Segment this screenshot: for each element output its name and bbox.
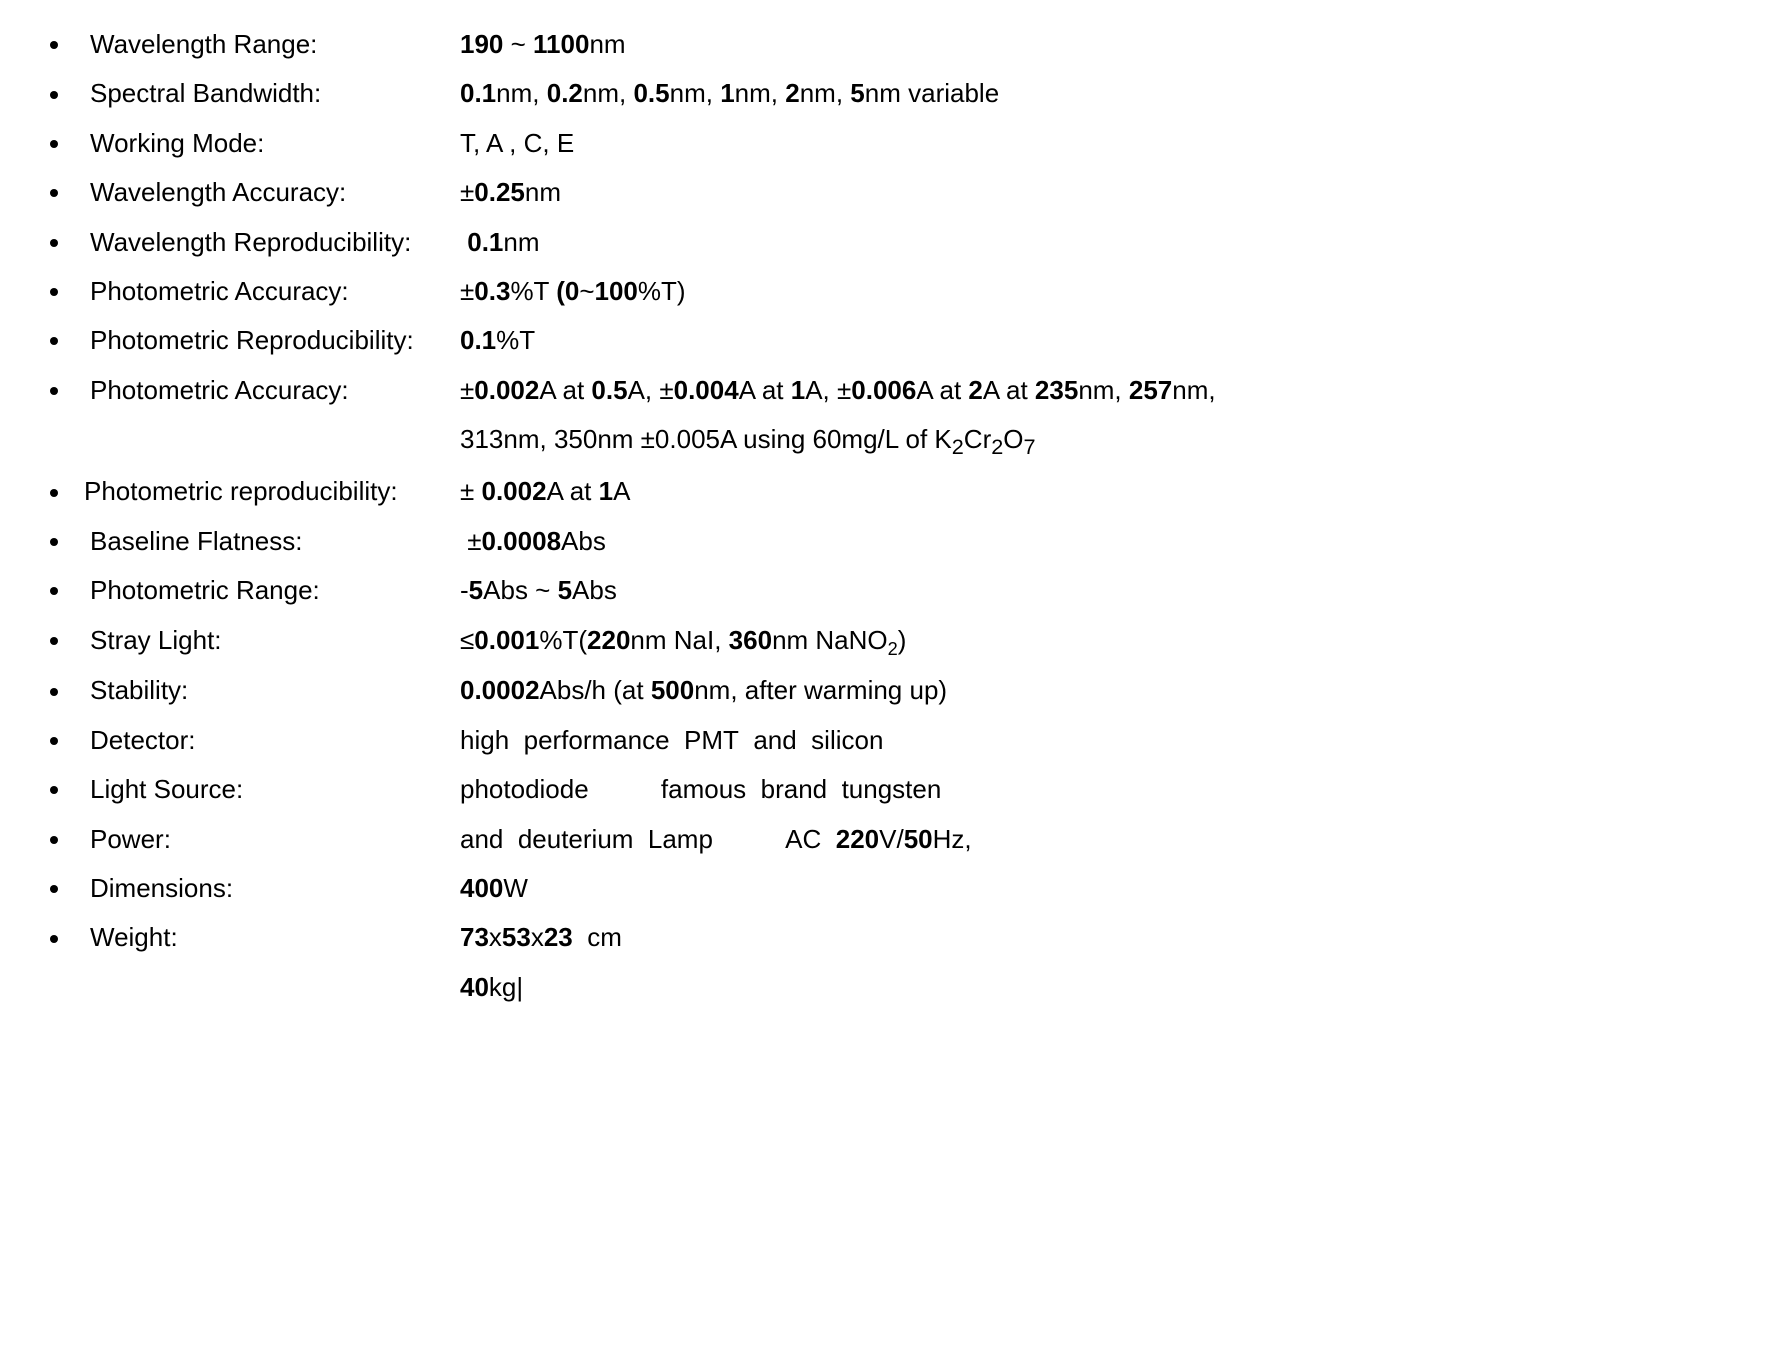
spec-list: Wavelength Range:190 ~ 1100nmSpectral Ba… (30, 20, 1740, 1012)
bullet-icon (50, 737, 58, 745)
bullet-col (30, 616, 90, 665)
bullet-col (30, 218, 90, 267)
spec-row: Photometric Accuracy:±0.002A at 0.5A, ±0… (30, 366, 1740, 415)
bullet-icon (50, 538, 58, 546)
bullet-col (30, 517, 90, 566)
spec-row: Power:and deuterium Lamp AC 220V/50Hz, (30, 815, 1740, 864)
spec-row: Photometric Range:-5Abs ~ 5Abs (30, 566, 1740, 615)
bullet-col (30, 119, 90, 168)
spec-value: ± 0.002A at 1A (460, 467, 1740, 516)
spec-value: and deuterium Lamp AC 220V/50Hz, (460, 815, 1740, 864)
spec-value: 190 ~ 1100nm (460, 20, 1740, 69)
spec-label: Power: (90, 815, 460, 864)
bullet-icon (50, 337, 58, 345)
spec-row: Light Source:photodiode famous brand tun… (30, 765, 1740, 814)
spec-label: Light Source: (90, 765, 460, 814)
spec-value: high performance PMT and silicon (460, 716, 1740, 765)
spec-value: ±0.3%T (0~100%T) (460, 267, 1740, 316)
spec-label: Detector: (90, 716, 460, 765)
spec-label: Stability: (90, 666, 460, 715)
bullet-icon (50, 140, 58, 148)
bullet-icon (50, 637, 58, 645)
spec-row: Wavelength Accuracy:±0.25nm (30, 168, 1740, 217)
spec-label: Photometric Reproducibility: (90, 316, 460, 365)
page: Wavelength Range:190 ~ 1100nmSpectral Ba… (0, 0, 1770, 1364)
spec-label: Photometric Accuracy: (90, 366, 460, 415)
bullet-col (30, 69, 90, 118)
bullet-icon (50, 587, 58, 595)
spec-row: Weight:73x53x23 cm (30, 913, 1740, 962)
spec-value: 73x53x23 cm (460, 913, 1740, 962)
bullet-col (30, 864, 90, 913)
spec-label: Working Mode: (90, 119, 460, 168)
bullet-col (30, 566, 90, 615)
spec-value: ±0.002A at 0.5A, ±0.004A at 1A, ±0.006A … (460, 366, 1740, 415)
bullet-icon (50, 288, 58, 296)
spec-value: photodiode famous brand tungsten (460, 765, 1740, 814)
spec-row: Photometric Reproducibility:0.1%T (30, 316, 1740, 365)
spec-row: Stability:0.0002Abs/h (at 500nm, after w… (30, 666, 1740, 715)
spec-value: ±0.0008Abs (460, 517, 1740, 566)
bullet-col (30, 765, 90, 814)
spec-row: Dimensions:400W (30, 864, 1740, 913)
spec-row: Photometric Accuracy:±0.3%T (0~100%T) (30, 267, 1740, 316)
spec-row: Wavelength Range:190 ~ 1100nm (30, 20, 1740, 69)
spec-value: T, A , C, E (460, 119, 1740, 168)
bullet-col (30, 168, 90, 217)
bullet-col (30, 316, 90, 365)
bullet-icon (50, 786, 58, 794)
bullet-icon (50, 489, 58, 497)
spec-value: -5Abs ~ 5Abs (460, 566, 1740, 615)
spec-label: Stray Light: (90, 616, 460, 665)
bullet-icon (50, 41, 58, 49)
spec-label: Photometric reproducibility: (84, 467, 460, 516)
spec-value: ≤0.001%T(220nm NaI, 360nm NaNO2) (460, 616, 1740, 667)
bullet-col (30, 666, 90, 715)
spec-value: 0.1%T (460, 316, 1740, 365)
bullet-icon (50, 189, 58, 197)
spec-value: 400W (460, 864, 1740, 913)
spec-label: Weight: (90, 913, 460, 962)
bullet-col (30, 20, 90, 69)
bullet-icon (50, 239, 58, 247)
spec-value-continuation: 313nm, 350nm ±0.005A using 60mg/L of K2C… (30, 415, 1740, 467)
bullet-icon (50, 836, 58, 844)
spec-label: Dimensions: (90, 864, 460, 913)
spec-label: Baseline Flatness: (90, 517, 460, 566)
spec-value: 0.1nm (460, 218, 1740, 267)
spec-row: Working Mode:T, A , C, E (30, 119, 1740, 168)
bullet-col (30, 366, 90, 415)
spec-label: Wavelength Range: (90, 20, 460, 69)
spec-row: Baseline Flatness: ±0.0008Abs (30, 517, 1740, 566)
bullet-col (30, 815, 90, 864)
spec-label: Wavelength Accuracy: (90, 168, 460, 217)
bullet-icon (50, 688, 58, 696)
spec-row: Spectral Bandwidth:0.1nm, 0.2nm, 0.5nm, … (30, 69, 1740, 118)
spec-row: Wavelength Reproducibility: 0.1nm (30, 218, 1740, 267)
spec-label: Photometric Range: (90, 566, 460, 615)
spec-label: Photometric Accuracy: (90, 267, 460, 316)
bullet-icon (50, 387, 58, 395)
bullet-col (30, 716, 90, 765)
spec-row: Photometric reproducibility:± 0.002A at … (30, 467, 1740, 516)
bullet-col (30, 267, 90, 316)
spec-label: Wavelength Reproducibility: (90, 218, 460, 267)
trailing-value: 40kg (30, 963, 1740, 1012)
spec-value: 0.0002Abs/h (at 500nm, after warming up) (460, 666, 1740, 715)
spec-row: Detector:high performance PMT and silico… (30, 716, 1740, 765)
bullet-col (30, 467, 90, 516)
spec-value: 0.1nm, 0.2nm, 0.5nm, 1nm, 2nm, 5nm varia… (460, 69, 1740, 118)
bullet-col (30, 913, 90, 962)
bullet-icon (50, 91, 58, 99)
spec-label: Spectral Bandwidth: (90, 69, 460, 118)
bullet-icon (50, 935, 58, 943)
spec-row: Stray Light:≤0.001%T(220nm NaI, 360nm Na… (30, 616, 1740, 667)
spec-value: ±0.25nm (460, 168, 1740, 217)
bullet-icon (50, 885, 58, 893)
